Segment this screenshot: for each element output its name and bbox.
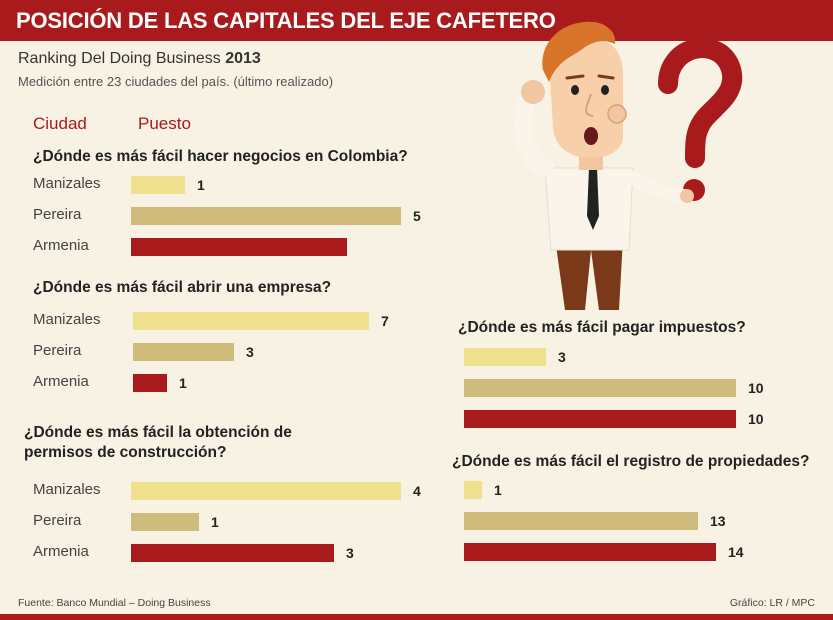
chart-title: ¿Dónde es más fácil la obtención de perm… xyxy=(24,424,292,461)
bar-manizales xyxy=(131,482,401,500)
city-label: Manizales xyxy=(33,311,101,328)
value-label: 10 xyxy=(748,411,764,427)
chart-title: ¿Dónde es más fácil el registro de propi… xyxy=(452,453,810,470)
bar-armenia xyxy=(464,543,716,561)
bar-pereira xyxy=(131,207,401,225)
subtitle: Ranking Del Doing Business 2013 xyxy=(18,50,261,68)
value-label: 3 xyxy=(558,349,566,365)
value-label: 13 xyxy=(710,513,726,529)
value-label: 3 xyxy=(246,344,254,360)
city-label: Armenia xyxy=(33,373,89,390)
city-label: Armenia xyxy=(33,237,89,254)
source-note: Fuente: Banco Mundial – Doing Business xyxy=(18,597,211,609)
city-label: Pereira xyxy=(33,206,82,223)
page-title: POSICIÓN DE LAS CAPITALES DEL EJE CAFETE… xyxy=(16,8,556,33)
column-header-rank: Puesto xyxy=(138,114,191,133)
bar-pereira xyxy=(131,513,199,531)
column-header-city: Ciudad xyxy=(33,114,87,133)
value-label: 4 xyxy=(413,483,421,499)
measurement-note: Medición entre 23 ciudades del país. (úl… xyxy=(18,74,334,89)
bar-manizales xyxy=(131,176,185,194)
bar-manizales xyxy=(464,348,546,366)
value-label: 10 xyxy=(748,380,764,396)
chart-title: ¿Dónde es más fácil pagar impuestos? xyxy=(458,319,746,336)
subtitle-text: Ranking Del Doing Business xyxy=(18,50,221,67)
value-label: 1 xyxy=(494,482,502,498)
bar-manizales xyxy=(464,481,482,499)
chart-title: ¿Dónde es más fácil hacer negocios en Co… xyxy=(33,148,408,165)
bar-armenia xyxy=(464,410,736,428)
bar-armenia xyxy=(131,238,347,256)
bar-pereira xyxy=(464,512,698,530)
subtitle-year: 2013 xyxy=(225,50,261,67)
bar-manizales xyxy=(133,312,369,330)
bar-pereira xyxy=(464,379,736,397)
chart-title: ¿Dónde es más fácil abrir una empresa? xyxy=(33,279,332,296)
city-label: Pereira xyxy=(33,512,82,529)
bar-pereira xyxy=(133,343,234,361)
confused-man-question-mark-icon xyxy=(514,21,743,310)
value-label: 1 xyxy=(211,514,219,530)
city-label: Manizales xyxy=(33,481,101,498)
header-banner: POSICIÓN DE LAS CAPITALES DEL EJE CAFETE… xyxy=(0,0,833,41)
value-label: 14 xyxy=(728,544,744,560)
value-label: 5 xyxy=(413,208,421,224)
value-label: 3 xyxy=(346,545,354,561)
credit-note: Gráfico: LR / MPC xyxy=(729,597,815,609)
city-label: Armenia xyxy=(33,543,89,560)
value-label: 7 xyxy=(381,313,389,329)
value-label: 1 xyxy=(197,177,205,193)
bottom-rule xyxy=(0,614,833,620)
value-label: 1 xyxy=(179,375,187,391)
bar-armenia xyxy=(131,544,334,562)
bar-armenia xyxy=(133,374,167,392)
city-label: Manizales xyxy=(33,175,101,192)
city-label: Pereira xyxy=(33,342,82,359)
